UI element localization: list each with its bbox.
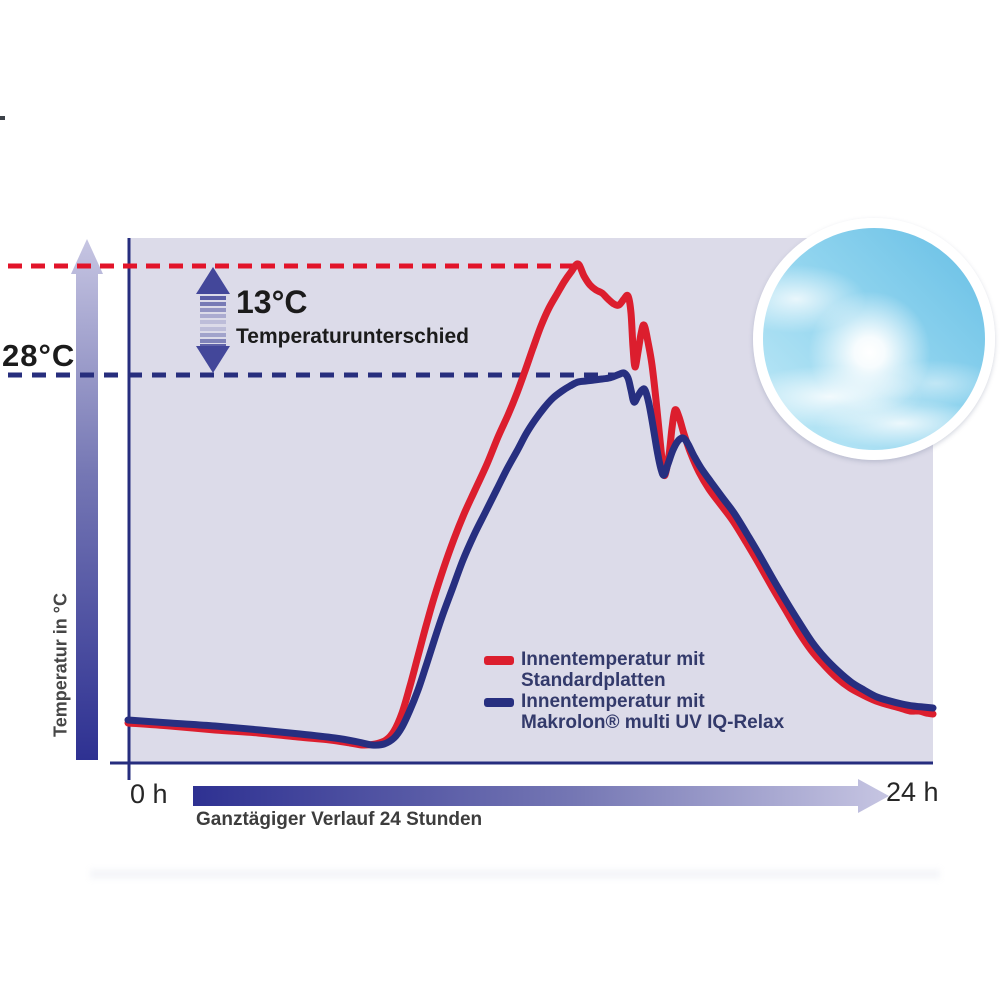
series-line-standardplatten	[124, 260, 937, 749]
sun-sky-photo	[753, 218, 995, 460]
x-axis-start-label: 0 h	[130, 779, 168, 809]
legend-label-standard: Innentemperatur mit Standardplatten	[521, 649, 705, 691]
legend: Innentemperatur mit Standardplatten Inne…	[484, 649, 785, 734]
legend-label-makrolon-line2: Makrolon® multi UV IQ-Relax	[521, 711, 785, 733]
legend-item-makrolon: Innentemperatur mit Makrolon® multi UV I…	[484, 691, 785, 733]
legend-label-standard-line2: Standardplatten	[521, 669, 666, 691]
legend-swatch-red	[484, 656, 514, 665]
label-13c: 13°C	[236, 284, 308, 320]
label-28c: 28°C	[2, 338, 76, 373]
label-temperature-difference: Temperaturunterschied	[236, 325, 469, 348]
legend-label-makrolon: Innentemperatur mit Makrolon® multi UV I…	[521, 691, 785, 733]
arrow-up-icon	[71, 239, 103, 274]
series-line-makrolon	[124, 369, 937, 749]
legend-item-standard: Innentemperatur mit Standardplatten	[484, 649, 784, 691]
legend-label-makrolon-line1: Innentemperatur mit	[521, 691, 705, 712]
faint-ghost-text-band	[90, 869, 940, 879]
arrow-right-icon	[858, 779, 889, 813]
page-edge-dash-artifact	[0, 116, 5, 120]
y-axis-title: Temperatur in °C	[50, 593, 71, 737]
y-axis-gradient-arrow	[71, 239, 103, 760]
x-axis-gradient-arrow	[193, 779, 889, 813]
legend-swatch-blue	[484, 698, 514, 707]
x-axis-caption: Ganztägiger Verlauf 24 Stunden	[196, 809, 483, 830]
temperature-difference-double-arrow-icon	[196, 267, 230, 373]
legend-label-standard-line1: Innentemperatur mit	[521, 649, 705, 670]
x-axis-end-label: 24 h	[886, 777, 939, 807]
temperature-curves	[124, 260, 937, 749]
